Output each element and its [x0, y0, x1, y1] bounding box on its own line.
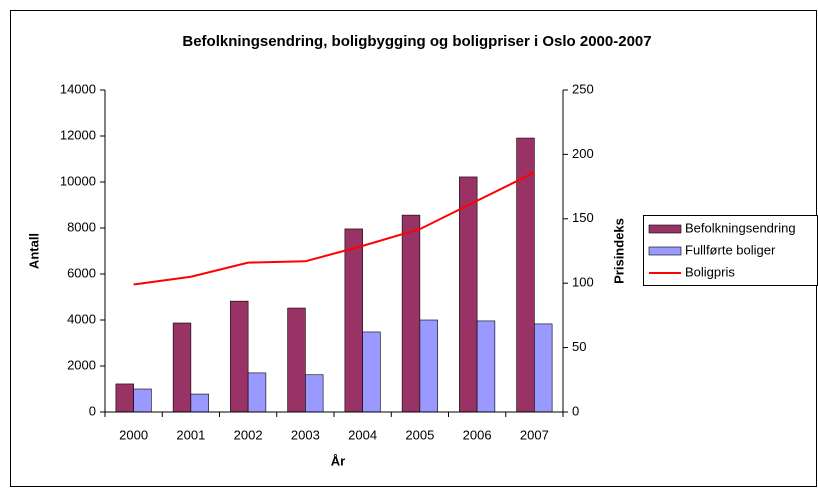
y-tick-label: 12000	[60, 127, 96, 142]
bar	[362, 331, 381, 413]
y2-tick-label: 200	[572, 146, 594, 161]
y2-tick-label: 100	[572, 275, 594, 290]
y-tick-label: 14000	[60, 81, 96, 96]
bar	[476, 320, 496, 413]
y2-tick-label: 250	[572, 81, 594, 96]
legend-swatch	[648, 246, 682, 256]
x-tick-label: 2006	[463, 427, 492, 442]
legend-swatch	[648, 224, 682, 234]
chart-title: Befolkningsendring, boligbygging og boli…	[182, 33, 651, 50]
x-tick-label: 2003	[291, 427, 320, 442]
y2-tick-label: 150	[572, 210, 594, 225]
x-tick-label: 2000	[119, 427, 148, 442]
x-tick-label: 2002	[234, 427, 263, 442]
bar	[534, 323, 553, 413]
y-tick-label: 10000	[60, 173, 96, 188]
x-tick-label: 2001	[176, 427, 205, 442]
y-tick-label: 4000	[67, 311, 96, 326]
bar	[401, 214, 421, 413]
y2-tick-label: 50	[572, 339, 586, 354]
bar	[190, 393, 209, 413]
bar	[287, 307, 306, 413]
x-tick-label: 2005	[405, 427, 434, 442]
y2-tick-label: 0	[572, 403, 579, 418]
x-axis-title: År	[331, 453, 345, 468]
bar	[230, 300, 249, 413]
bar	[305, 374, 324, 413]
y-axis-title: Antall	[26, 233, 41, 269]
bar	[344, 228, 363, 413]
bar	[115, 383, 134, 413]
bar	[247, 372, 267, 413]
bar	[172, 322, 192, 413]
legend-label: Boligpris	[685, 264, 735, 279]
y-tick-label: 2000	[67, 357, 96, 372]
x-tick-label: 2007	[520, 427, 549, 442]
x-tick-label: 2004	[348, 427, 377, 442]
legend-label: Fullførte boliger	[685, 242, 776, 257]
legend-label: Befolkningsendring	[685, 220, 796, 235]
bar	[459, 176, 478, 413]
bar	[419, 319, 438, 413]
y-tick-label: 0	[89, 403, 96, 418]
y2-axis-title: Prisindeks	[611, 218, 626, 284]
bar	[133, 388, 152, 413]
y-tick-label: 6000	[67, 265, 96, 280]
line	[133, 171, 535, 286]
y-tick-label: 8000	[67, 219, 96, 234]
